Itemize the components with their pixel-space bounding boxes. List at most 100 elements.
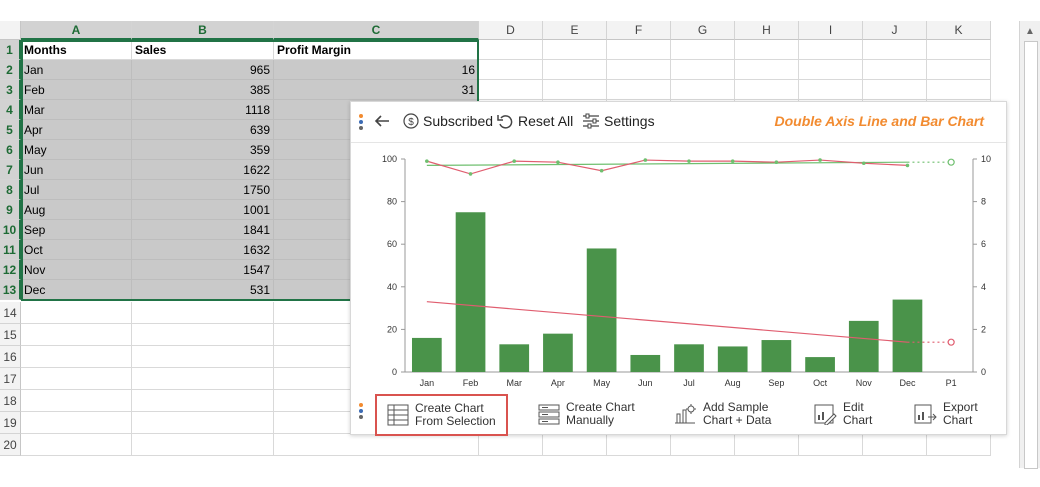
row-header-6[interactable]: 6 [0, 140, 21, 160]
cell-j3[interactable] [863, 80, 927, 100]
cell-b17[interactable] [132, 368, 274, 390]
cell-d1[interactable] [479, 40, 543, 60]
column-header-b[interactable]: B [132, 21, 274, 40]
cell-i20[interactable] [799, 434, 863, 456]
row-header-16[interactable]: 16 [0, 346, 21, 368]
row-header-2[interactable]: 2 [0, 60, 21, 80]
row-header-1[interactable]: 1 [0, 40, 21, 60]
row-header-8[interactable]: 8 [0, 180, 21, 200]
cell-b9[interactable]: 1001 [132, 200, 274, 220]
column-header-a[interactable]: A [21, 21, 132, 40]
cell-a15[interactable] [21, 324, 132, 346]
cell-b14[interactable] [132, 302, 274, 324]
cell-k20[interactable] [927, 434, 991, 456]
cell-h2[interactable] [735, 60, 799, 80]
cell-k2[interactable] [927, 60, 991, 80]
row-header-3[interactable]: 3 [0, 80, 21, 100]
cell-f20[interactable] [607, 434, 671, 456]
drag-handle-icon[interactable] [359, 114, 363, 132]
cell-g20[interactable] [671, 434, 735, 456]
cell-e1[interactable] [543, 40, 607, 60]
cell-b11[interactable]: 1632 [132, 240, 274, 260]
column-header-j[interactable]: J [863, 21, 927, 40]
row-header-14[interactable]: 14 [0, 302, 21, 324]
cell-b19[interactable] [132, 412, 274, 434]
cell-b5[interactable]: 639 [132, 120, 274, 140]
cell-a2[interactable]: Jan [21, 60, 132, 80]
cell-b18[interactable] [132, 390, 274, 412]
cell-b1[interactable]: Sales [132, 40, 274, 60]
column-header-f[interactable]: F [607, 21, 671, 40]
cell-a16[interactable] [21, 346, 132, 368]
cell-a9[interactable]: Aug [21, 200, 132, 220]
cell-g1[interactable] [671, 40, 735, 60]
cell-c2[interactable]: 16 [274, 60, 479, 80]
row-header-19[interactable]: 19 [0, 412, 21, 434]
subscribed-button[interactable]: $ Subscribed [403, 113, 493, 129]
scrollbar-thumb[interactable] [1024, 41, 1038, 469]
cell-a8[interactable]: Jul [21, 180, 132, 200]
cell-a18[interactable] [21, 390, 132, 412]
cell-b6[interactable]: 359 [132, 140, 274, 160]
cell-e20[interactable] [543, 434, 607, 456]
cell-h1[interactable] [735, 40, 799, 60]
cell-b2[interactable]: 965 [132, 60, 274, 80]
add-sample-chart-button[interactable]: Add Sample Chart + Data [673, 398, 771, 430]
cell-a13[interactable]: Dec [21, 280, 132, 300]
cell-a12[interactable]: Nov [21, 260, 132, 280]
cell-h20[interactable] [735, 434, 799, 456]
row-header-20[interactable]: 20 [0, 434, 21, 456]
cell-j2[interactable] [863, 60, 927, 80]
row-header-10[interactable]: 10 [0, 220, 21, 240]
cell-k1[interactable] [927, 40, 991, 60]
cell-b13[interactable]: 531 [132, 280, 274, 300]
cell-d2[interactable] [479, 60, 543, 80]
reset-all-button[interactable]: Reset All [496, 113, 573, 129]
cell-b16[interactable] [132, 346, 274, 368]
row-header-4[interactable]: 4 [0, 100, 21, 120]
cell-a19[interactable] [21, 412, 132, 434]
row-header-18[interactable]: 18 [0, 390, 21, 412]
row-header-5[interactable]: 5 [0, 120, 21, 140]
row-header-7[interactable]: 7 [0, 160, 21, 180]
cell-b7[interactable]: 1622 [132, 160, 274, 180]
cell-b10[interactable]: 1841 [132, 220, 274, 240]
back-button[interactable] [373, 113, 395, 129]
cell-g3[interactable] [671, 80, 735, 100]
cell-f2[interactable] [607, 60, 671, 80]
select-all-corner[interactable] [0, 21, 21, 40]
column-header-d[interactable]: D [479, 21, 543, 40]
cell-f1[interactable] [607, 40, 671, 60]
settings-button[interactable]: Settings [582, 113, 655, 129]
cell-b12[interactable]: 1547 [132, 260, 274, 280]
cell-c3[interactable]: 31 [274, 80, 479, 100]
vertical-scrollbar[interactable]: ▲ [1019, 21, 1040, 469]
cell-d20[interactable] [479, 434, 543, 456]
cell-a11[interactable]: Oct [21, 240, 132, 260]
cell-g2[interactable] [671, 60, 735, 80]
cell-k3[interactable] [927, 80, 991, 100]
cell-a14[interactable] [21, 302, 132, 324]
column-header-e[interactable]: E [543, 21, 607, 40]
cell-b4[interactable]: 1118 [132, 100, 274, 120]
cell-e2[interactable] [543, 60, 607, 80]
cell-a3[interactable]: Feb [21, 80, 132, 100]
drag-handle-icon[interactable] [359, 403, 363, 421]
cell-j20[interactable] [863, 434, 927, 456]
row-header-15[interactable]: 15 [0, 324, 21, 346]
row-header-13[interactable]: 13 [0, 280, 21, 300]
create-chart-manually-button[interactable]: Create Chart Manually [538, 398, 635, 430]
cell-a17[interactable] [21, 368, 132, 390]
column-header-g[interactable]: G [671, 21, 735, 40]
cell-a7[interactable]: Jun [21, 160, 132, 180]
cell-j1[interactable] [863, 40, 927, 60]
cell-a5[interactable]: Apr [21, 120, 132, 140]
scroll-up-icon[interactable]: ▲ [1025, 26, 1035, 37]
cell-a6[interactable]: May [21, 140, 132, 160]
cell-b8[interactable]: 1750 [132, 180, 274, 200]
create-chart-from-selection-button[interactable]: Create Chart From Selection [375, 394, 508, 436]
edit-chart-button[interactable]: Edit Chart [813, 398, 872, 430]
cell-c1[interactable]: Profit Margin [274, 40, 479, 60]
cell-i3[interactable] [799, 80, 863, 100]
row-header-17[interactable]: 17 [0, 368, 21, 390]
